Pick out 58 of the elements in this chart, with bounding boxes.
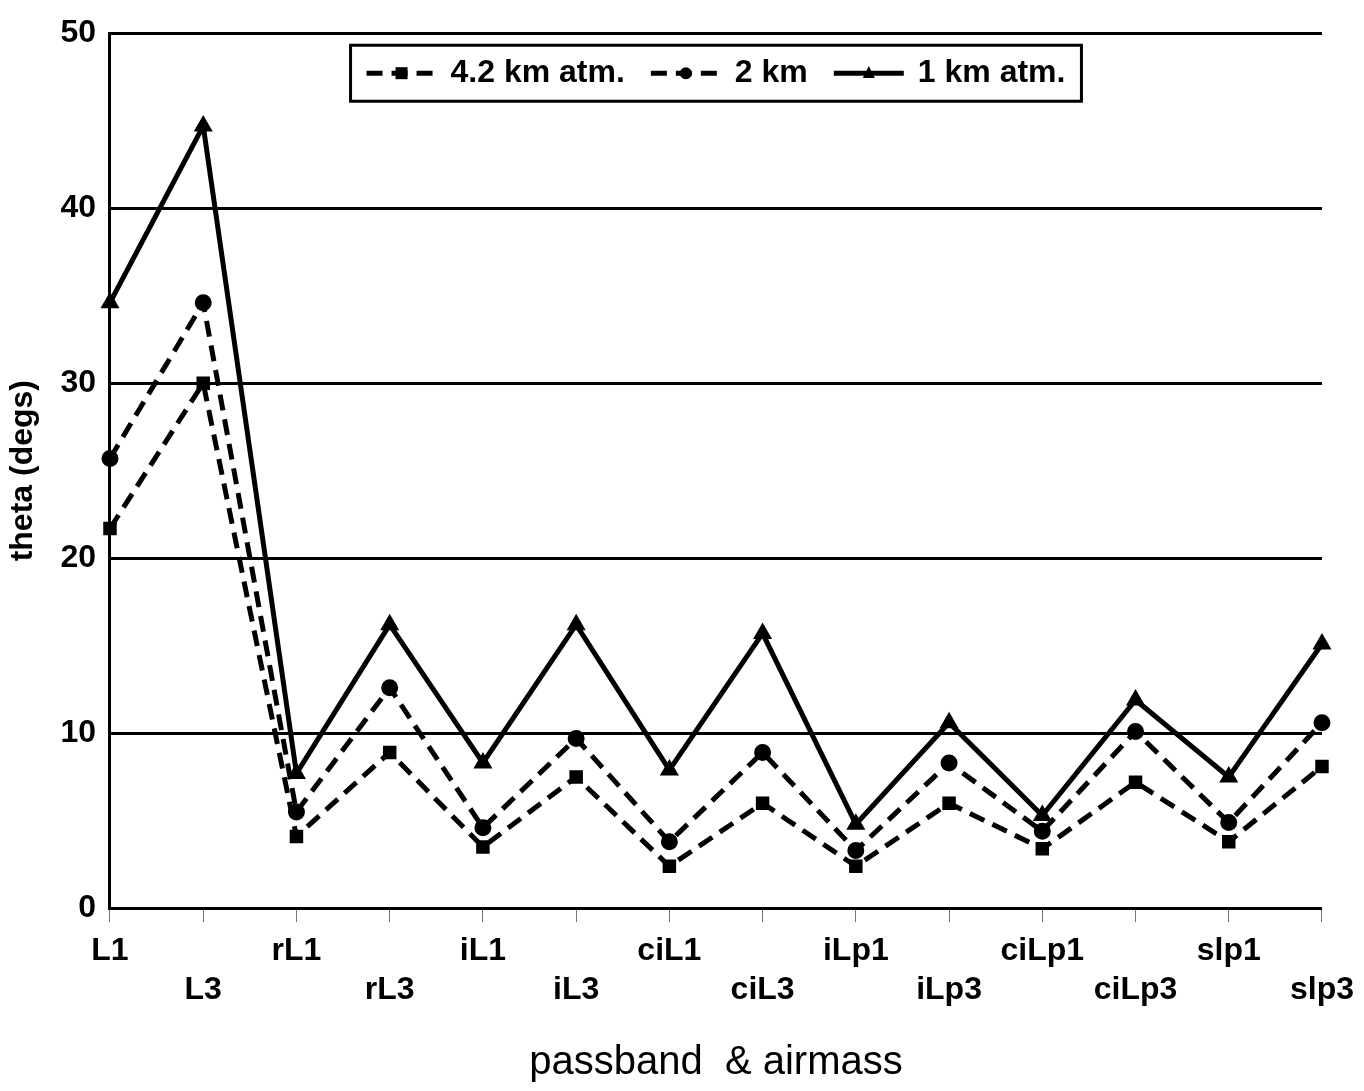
x-tick-label: iLp3 [916, 969, 982, 1006]
x-tick-label: rL3 [364, 969, 415, 1006]
point [1033, 822, 1051, 840]
point [103, 521, 117, 536]
point [755, 796, 770, 810]
point [1128, 775, 1143, 789]
y-tick-label: 40 [60, 188, 96, 225]
point [288, 764, 305, 779]
point [662, 859, 677, 873]
point [849, 859, 863, 873]
point [381, 679, 399, 697]
point [1035, 841, 1050, 856]
y-tick-label: 20 [60, 538, 96, 575]
point [1314, 635, 1330, 650]
x-tick-label: ciL3 [730, 969, 795, 1006]
x-tick-label: iL3 [553, 969, 600, 1006]
x-tick-label: iLp1 [822, 931, 889, 968]
x-tick-label: L3 [184, 969, 222, 1006]
point [102, 294, 118, 309]
legend-label: 4.2 km atm. [450, 53, 625, 90]
point [660, 833, 678, 851]
point [476, 840, 490, 854]
point [569, 770, 583, 784]
x-axis-title: passband & airmass [529, 1038, 903, 1083]
y-tick-label: 10 [60, 713, 96, 750]
point [1222, 834, 1236, 849]
point [567, 729, 585, 747]
point [940, 754, 958, 772]
point [194, 294, 212, 312]
x-tick-label: L1 [91, 931, 129, 968]
point [475, 754, 491, 769]
y-tick-label: 0 [78, 888, 96, 925]
point [1127, 722, 1145, 740]
x-tick-label: ciL1 [637, 931, 702, 968]
y-tick-label: 30 [60, 363, 96, 400]
point [382, 745, 397, 760]
point [942, 796, 956, 810]
x-tick-label: slp1 [1196, 931, 1261, 968]
point [1313, 714, 1331, 732]
legend-label: 1 km atm. [917, 53, 1066, 90]
x-tick-label: ciLp1 [1000, 931, 1085, 968]
point [289, 829, 304, 844]
point [661, 761, 678, 776]
x-tick-label: iL1 [459, 931, 507, 968]
point [847, 841, 865, 859]
legend-label: 2 km [734, 53, 808, 90]
point [1315, 759, 1329, 774]
x-tick-label: rL1 [271, 931, 322, 968]
point [1127, 691, 1144, 706]
point [754, 743, 772, 761]
y-tick-label: 50 [60, 13, 96, 50]
x-tick-label: slp3 [1289, 969, 1354, 1006]
y-axis-title: theta (degs) [3, 380, 40, 562]
point [474, 819, 492, 837]
x-tick-label: ciLp3 [1093, 969, 1178, 1006]
point [101, 449, 119, 467]
point [1220, 813, 1238, 831]
point [196, 376, 210, 390]
